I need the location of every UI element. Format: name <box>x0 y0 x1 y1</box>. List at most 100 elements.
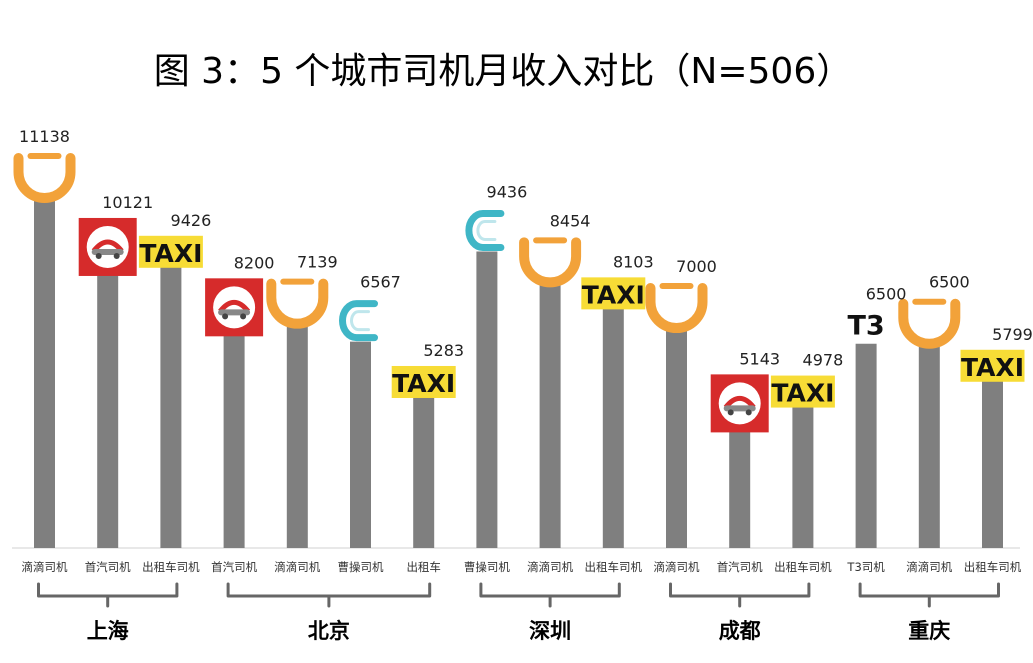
shouqi-icon-1 <box>78 217 137 276</box>
taxi-bg <box>770 375 835 408</box>
taxi-bg <box>960 349 1025 382</box>
tick-label: 出租车司机 <box>142 560 200 574</box>
shouqi-roof <box>91 239 124 253</box>
caocao-inner <box>350 310 370 332</box>
tick-label: 滴滴司机 <box>654 560 700 574</box>
tick-label: 首汽司机 <box>717 560 763 574</box>
group-bracket <box>479 582 621 608</box>
bar <box>223 290 245 548</box>
caocao-inner <box>476 219 497 241</box>
didi-arc <box>898 298 961 349</box>
caocao-outer <box>339 300 378 342</box>
city-label: 北京 <box>308 619 350 643</box>
bar <box>160 251 182 549</box>
bar <box>97 229 119 548</box>
didi-arc <box>645 283 708 334</box>
didi-icon-8 <box>519 237 582 288</box>
value-label: 9426 <box>171 211 212 230</box>
tick-label: 曹操司机 <box>464 560 510 574</box>
value-labels-layer: 11138 10121 9426 8200 7139 6567 5283 9436 8454 81… <box>19 127 1033 370</box>
group-bracket <box>669 582 811 608</box>
bar <box>918 343 940 548</box>
taxi-label: TAXI <box>582 280 645 309</box>
shouqi-circle <box>213 286 256 329</box>
taxi-label: TAXI <box>392 369 455 398</box>
tick-label: 首汽司机 <box>211 560 257 574</box>
caocao-outer <box>465 209 505 251</box>
didi-arc <box>266 278 329 329</box>
didi-icon-4 <box>266 278 329 329</box>
value-label: 8454 <box>550 211 591 230</box>
city-label: 重庆 <box>908 619 950 643</box>
shouqi-wheel <box>240 313 247 320</box>
bar <box>855 343 877 548</box>
tick-label: 曹操司机 <box>338 560 384 574</box>
logos-layer: TAXI TAXI TAXI TAXI T3 TAXI <box>13 153 1025 433</box>
t3-label: T3 <box>847 311 884 342</box>
shouqi-icon-3 <box>205 278 264 337</box>
didi-icon-10 <box>645 283 708 334</box>
city-groups-layer: 上海 北京 深圳 成都 重庆 <box>37 582 1000 643</box>
value-label: 9436 <box>487 182 528 201</box>
group-bracket <box>37 582 179 608</box>
tick-label: 首汽司机 <box>85 560 131 574</box>
value-label: 7139 <box>297 253 338 272</box>
bar <box>413 381 435 548</box>
bar <box>476 251 498 548</box>
taxi-icon-9: TAXI <box>581 277 646 310</box>
tick-label: 滴滴司机 <box>274 560 320 574</box>
bar <box>666 328 687 548</box>
value-label: 5799 <box>992 325 1033 344</box>
bar <box>982 365 1003 548</box>
bar <box>539 282 561 548</box>
tick-label: 出租车司机 <box>964 560 1022 574</box>
shouqi-roof <box>218 299 251 313</box>
shouqi-circle <box>718 382 761 425</box>
tick-label: 出租车司机 <box>585 560 643 574</box>
taxi-bg <box>391 365 456 398</box>
didi-icon-0 <box>13 153 76 203</box>
tick-label: T3司机 <box>846 560 885 574</box>
value-label: 6500 <box>929 273 970 292</box>
bar <box>34 198 55 548</box>
bar <box>602 293 624 548</box>
value-label: 7000 <box>676 257 717 276</box>
tick-label: 出租车 <box>406 560 441 574</box>
city-label: 深圳 <box>529 619 571 643</box>
shouqi-wheel <box>727 409 734 416</box>
shouqi-icon-11 <box>710 374 769 433</box>
group-bracket <box>858 582 1000 608</box>
city-label: 成都 <box>719 619 761 643</box>
shouqi-roof <box>723 395 756 410</box>
value-label: 5283 <box>423 341 464 360</box>
group-bracket <box>226 582 432 608</box>
taxi-icon-12: TAXI <box>770 375 835 408</box>
bar <box>350 341 371 548</box>
tick-label: 滴滴司机 <box>906 560 952 574</box>
taxi-icon-15: TAXI <box>960 349 1025 382</box>
t3-icon-13: T3 <box>847 311 884 342</box>
taxi-bg <box>581 277 646 310</box>
didi-arc <box>13 153 76 203</box>
bar <box>792 391 814 548</box>
value-label: 8103 <box>613 252 654 271</box>
tick-label: 滴滴司机 <box>527 560 573 574</box>
taxi-icon-2: TAXI <box>138 235 203 268</box>
shouqi-wheel <box>95 252 102 259</box>
shouqi-circle <box>86 225 129 268</box>
chart-title: 图 3：5 个城市司机月收入对比（N=506） <box>154 51 853 92</box>
taxi-label: TAXI <box>771 379 834 408</box>
value-label: 8200 <box>234 253 275 272</box>
bars-layer <box>34 198 1003 549</box>
shouqi-wheel <box>113 252 120 259</box>
tick-label: 出租车司机 <box>774 560 832 574</box>
tick-label: 滴滴司机 <box>22 560 68 574</box>
value-label: 6567 <box>360 273 401 292</box>
bar <box>286 323 308 548</box>
value-label: 6500 <box>866 285 907 304</box>
value-label: 11138 <box>19 127 70 146</box>
tick-labels-layer: 滴滴司机 首汽司机 出租车司机 首汽司机 滴滴司机 曹操司机 出租车 曹操司机 滴滴司机 出租车司… <box>22 560 1022 574</box>
shouqi-wheel <box>222 313 229 320</box>
didi-icon-14 <box>898 298 961 349</box>
